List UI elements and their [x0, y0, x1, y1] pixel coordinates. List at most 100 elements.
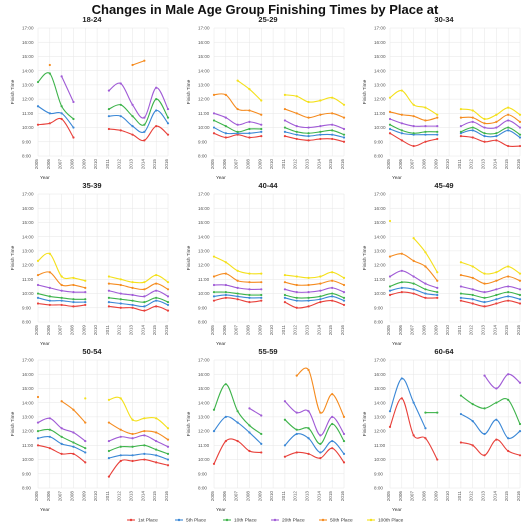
y-tick-label: 17:00	[198, 26, 210, 31]
data-point	[412, 125, 415, 128]
data-point	[155, 417, 158, 420]
x-tick-label: 2012	[117, 491, 122, 502]
data-point	[119, 82, 122, 85]
data-point	[166, 438, 170, 441]
data-point	[84, 451, 87, 454]
data-point	[459, 116, 463, 119]
series-10th-place	[212, 119, 346, 136]
x-tick-label: 2010	[93, 491, 98, 502]
data-point	[518, 454, 522, 457]
data-point	[483, 122, 486, 125]
data-point	[283, 444, 287, 447]
x-tick-label: 2016	[516, 491, 521, 502]
x-tick-label: 2014	[316, 159, 321, 170]
data-point	[295, 432, 298, 436]
y-tick-label: 10:00	[374, 125, 386, 130]
data-point	[307, 276, 310, 280]
series-100th-place	[388, 219, 522, 275]
data-point	[483, 291, 486, 294]
data-point	[483, 126, 486, 129]
x-tick-label: 2009	[81, 159, 86, 170]
data-point	[166, 300, 170, 304]
series-10th-place	[388, 281, 522, 299]
data-point	[260, 414, 263, 417]
legend: 1st Place 5th Place 10th Place 20th Place 50…	[127, 518, 404, 524]
data-point	[412, 144, 415, 148]
data-point	[224, 132, 227, 135]
data-point	[283, 93, 287, 96]
data-point	[471, 129, 474, 132]
data-point	[388, 275, 392, 278]
y-tick-label: 11:00	[198, 443, 210, 448]
data-point	[36, 80, 40, 84]
data-point	[260, 281, 263, 284]
data-point	[388, 123, 392, 126]
data-point	[295, 275, 298, 278]
data-point	[48, 295, 51, 298]
data-point	[471, 302, 474, 305]
panel-title: 45-49	[434, 181, 453, 190]
data-point	[212, 295, 216, 298]
data-point	[342, 140, 346, 143]
data-point	[342, 136, 346, 139]
data-point	[471, 116, 474, 119]
series-line	[484, 373, 521, 389]
panel-title: 55-59	[258, 347, 277, 356]
data-point	[295, 130, 298, 133]
data-point	[518, 272, 522, 275]
data-point	[84, 300, 87, 304]
data-point	[471, 136, 474, 139]
data-point	[224, 296, 227, 299]
series-line	[108, 283, 169, 291]
x-tick-label: 2010	[445, 325, 450, 336]
series-100th-place	[84, 396, 170, 430]
x-tick-label: 2006	[398, 491, 403, 502]
data-point	[507, 113, 510, 116]
data-point	[459, 107, 463, 111]
data-point	[166, 116, 170, 119]
data-point	[143, 59, 146, 62]
x-tick-label: 2008	[245, 325, 250, 336]
y-tick-label: 12:00	[198, 97, 210, 102]
data-point	[166, 133, 170, 136]
series-5th-place	[36, 296, 170, 308]
x-tick-label: 2005	[34, 325, 39, 336]
data-point	[236, 79, 239, 82]
data-point	[495, 387, 498, 390]
y-tick-label: 16:00	[198, 372, 210, 377]
series-20th-place	[388, 117, 522, 129]
legend-label: 100th Place	[378, 518, 404, 524]
x-tick-label: 2009	[81, 491, 86, 502]
x-tick-label: 2013	[129, 325, 134, 336]
panel-title: 25-29	[258, 15, 277, 24]
series-20th-place	[212, 112, 346, 131]
series-line	[284, 433, 345, 455]
data-point	[143, 123, 146, 126]
data-point	[483, 432, 486, 436]
x-tick-label: 2013	[305, 159, 310, 170]
series-50th-place	[388, 252, 522, 285]
data-point	[319, 99, 322, 102]
data-point	[319, 289, 322, 292]
data-point	[72, 100, 75, 104]
series-line	[389, 377, 426, 429]
data-point	[424, 296, 427, 299]
data-point	[131, 303, 134, 307]
series-50th-place	[295, 367, 346, 418]
legend-label: 10th Place	[234, 518, 257, 524]
data-point	[236, 295, 239, 298]
data-point	[295, 125, 298, 128]
data-point	[248, 120, 251, 123]
data-point	[224, 439, 227, 443]
y-tick-label: 14:00	[374, 234, 386, 239]
data-point	[224, 136, 227, 139]
data-point	[248, 424, 251, 427]
y-tick-label: 10:00	[374, 457, 386, 462]
y-axis-label: Finish Time	[10, 411, 16, 436]
data-point	[295, 283, 298, 287]
x-tick-label: 2014	[316, 491, 321, 502]
legend-label: 1st Place	[138, 518, 158, 524]
data-point	[260, 293, 263, 297]
data-point	[518, 133, 522, 136]
data-point	[307, 437, 310, 440]
